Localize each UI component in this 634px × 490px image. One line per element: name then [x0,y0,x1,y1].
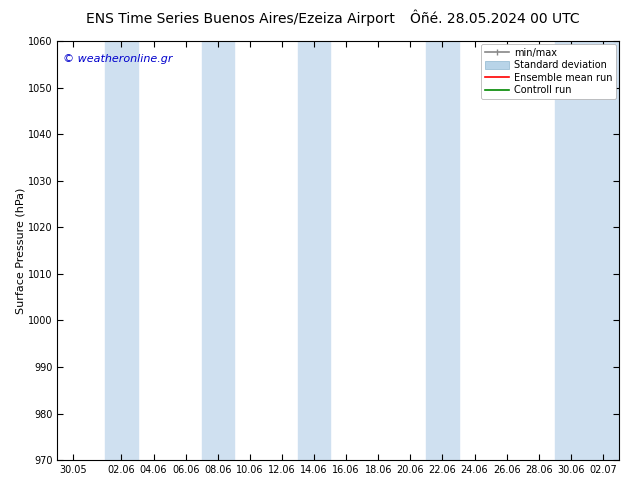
Bar [298,41,330,460]
Text: Ôñé. 28.05.2024 00 UTC: Ôñé. 28.05.2024 00 UTC [410,12,579,26]
Bar [427,41,458,460]
Bar [202,41,234,460]
Text: ENS Time Series Buenos Aires/Ezeiza Airport: ENS Time Series Buenos Aires/Ezeiza Airp… [86,12,396,26]
Text: © weatheronline.gr: © weatheronline.gr [63,53,172,64]
Bar [105,41,138,460]
Bar [555,41,619,460]
Y-axis label: Surface Pressure (hPa): Surface Pressure (hPa) [15,187,25,314]
Legend: min/max, Standard deviation, Ensemble mean run, Controll run: min/max, Standard deviation, Ensemble me… [481,44,616,99]
